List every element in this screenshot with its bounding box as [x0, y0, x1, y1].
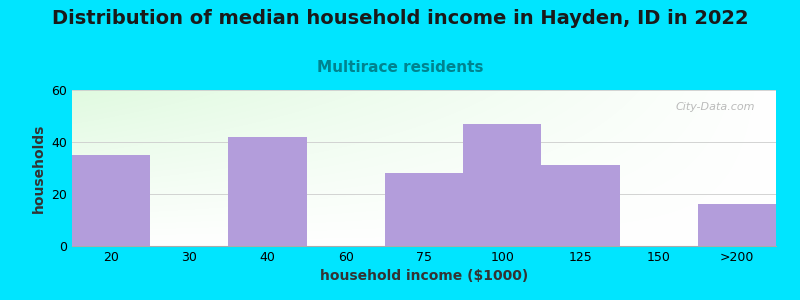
- Text: City-Data.com: City-Data.com: [675, 103, 755, 112]
- Bar: [698, 204, 776, 246]
- Bar: [385, 173, 463, 246]
- X-axis label: household income ($1000): household income ($1000): [320, 269, 528, 284]
- Y-axis label: households: households: [32, 123, 46, 213]
- Text: Multirace residents: Multirace residents: [317, 60, 483, 75]
- Text: Distribution of median household income in Hayden, ID in 2022: Distribution of median household income …: [52, 9, 748, 28]
- Bar: [542, 165, 619, 246]
- Bar: [463, 124, 542, 246]
- Bar: [229, 137, 306, 246]
- Bar: [72, 155, 150, 246]
